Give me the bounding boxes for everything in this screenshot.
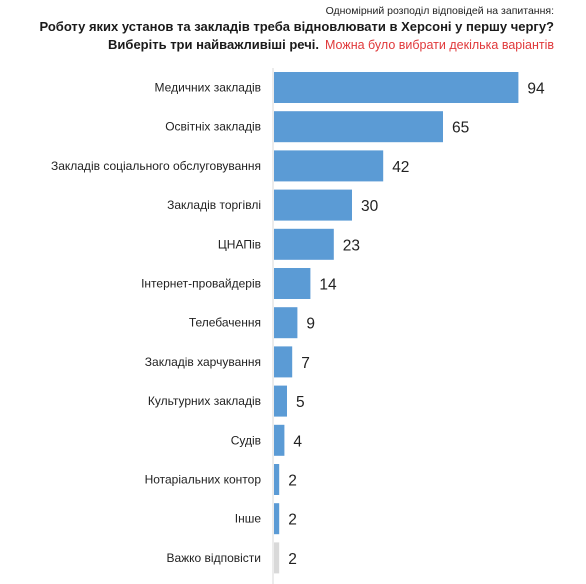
chart-subtitle: Одномірний розподіл відповідей на запита… bbox=[325, 5, 554, 17]
value-label: 9 bbox=[306, 316, 315, 333]
value-label: 14 bbox=[319, 277, 337, 294]
category-label: Культурних закладів bbox=[148, 394, 261, 408]
chart-title: Роботу яких установ та закладів треба ві… bbox=[39, 19, 555, 34]
bar bbox=[274, 503, 280, 535]
bar bbox=[274, 72, 519, 103]
chart-instruction-line: Виберіть три найважливіші речі. Можна бул… bbox=[40, 36, 554, 54]
category-label: Інтернет-провайдерів bbox=[141, 277, 261, 291]
chart-instruction: Виберіть три найважливіші речі. bbox=[108, 37, 319, 52]
chart-note: Можна було вибрати декілька варіантів bbox=[324, 38, 554, 52]
value-label: 2 bbox=[288, 512, 297, 529]
category-label: Інше bbox=[235, 512, 262, 526]
category-label: Телебачення bbox=[189, 316, 261, 330]
bar bbox=[274, 111, 443, 143]
bar bbox=[274, 385, 287, 417]
value-label: 2 bbox=[288, 473, 297, 490]
value-label: 42 bbox=[392, 159, 409, 176]
category-label: Медичних закладів bbox=[155, 81, 261, 95]
chart-header: Одномірний розподіл відповідей на запита… bbox=[40, 4, 555, 54]
bar bbox=[274, 346, 293, 378]
category-label: Нотаріальних контор bbox=[145, 473, 262, 487]
category-label: Закладів торгівлі bbox=[167, 198, 261, 212]
value-label: 23 bbox=[343, 237, 360, 254]
bar bbox=[274, 268, 311, 299]
value-label: 5 bbox=[296, 394, 305, 411]
bar bbox=[274, 542, 280, 574]
category-label: Закладів харчування bbox=[145, 355, 261, 369]
value-label: 4 bbox=[293, 433, 302, 450]
bar bbox=[274, 189, 352, 221]
category-label: Закладів соціального обслуговування bbox=[51, 159, 261, 173]
bar bbox=[274, 464, 280, 495]
category-label: Освітніх закладів bbox=[165, 120, 261, 134]
value-label: 94 bbox=[527, 81, 545, 98]
bar bbox=[274, 307, 298, 339]
bar bbox=[274, 150, 384, 182]
value-label: 2 bbox=[288, 551, 297, 568]
category-label: Важко відповісти bbox=[166, 551, 261, 565]
bar bbox=[274, 228, 334, 260]
category-label: Судів bbox=[231, 433, 261, 447]
bar bbox=[274, 424, 285, 456]
value-label: 7 bbox=[301, 355, 310, 372]
category-label: ЦНАПів bbox=[218, 237, 261, 251]
value-label: 65 bbox=[452, 120, 469, 137]
value-label: 30 bbox=[361, 198, 379, 215]
